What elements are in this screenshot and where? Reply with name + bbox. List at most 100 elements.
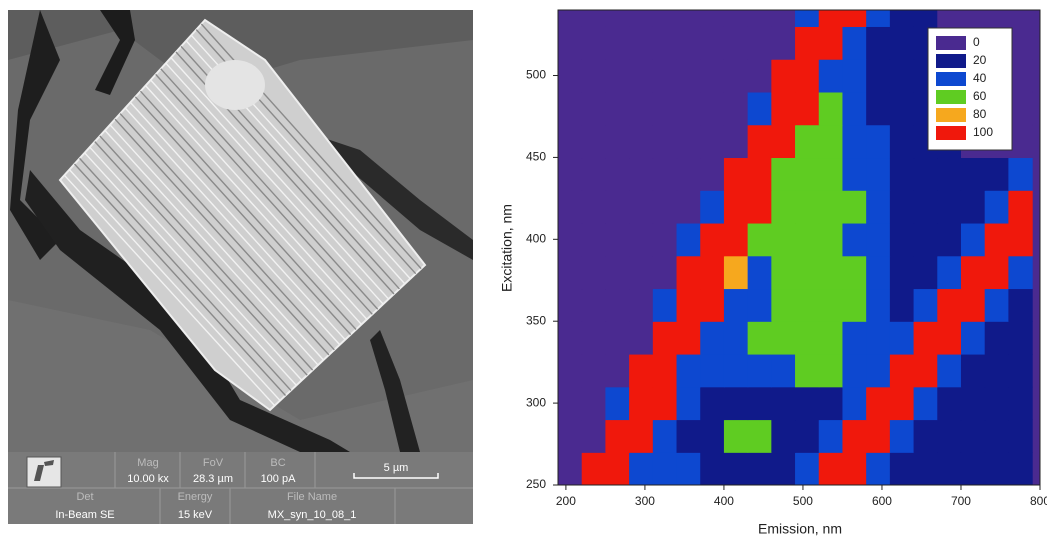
heat-cell xyxy=(818,91,844,126)
heat-cell xyxy=(558,157,583,191)
heat-cell xyxy=(795,26,820,60)
heat-cell xyxy=(629,288,654,322)
heat-cell xyxy=(795,321,820,355)
heat-cell xyxy=(889,353,915,388)
legend-swatch xyxy=(936,72,966,86)
heat-cell xyxy=(889,386,915,421)
heat-cell xyxy=(1008,255,1033,290)
heat-cell xyxy=(771,222,796,257)
heat-cell xyxy=(984,288,1009,322)
heat-cell xyxy=(842,288,867,322)
heat-cell xyxy=(771,190,796,224)
heat-cell xyxy=(723,419,749,453)
heat-cell xyxy=(1008,386,1033,421)
lamella xyxy=(150,79,368,320)
heat-cell xyxy=(652,124,678,159)
heat-cell xyxy=(605,353,630,388)
heat-cell xyxy=(866,10,891,27)
heat-cell xyxy=(984,255,1009,290)
heat-cell xyxy=(676,124,701,159)
heat-cell xyxy=(652,222,678,257)
lamella xyxy=(63,174,276,407)
heat-cell xyxy=(700,157,725,191)
heat-cell xyxy=(581,353,607,388)
heat-cell xyxy=(700,288,725,322)
heat-cell xyxy=(747,124,772,159)
heat-cell xyxy=(700,59,725,93)
legend-swatch xyxy=(936,126,966,140)
heat-cell xyxy=(937,190,962,224)
heat-cell xyxy=(558,10,583,27)
heat-cell xyxy=(795,124,820,159)
heat-cell xyxy=(723,452,749,485)
heat-cell xyxy=(723,26,749,60)
heat-cell xyxy=(700,26,725,60)
heat-cell xyxy=(1008,157,1033,191)
heat-cell xyxy=(652,452,678,485)
heat-cell xyxy=(1008,288,1033,322)
heat-cell xyxy=(842,124,867,159)
heat-cell xyxy=(747,386,772,421)
heat-cell xyxy=(842,419,867,453)
heat-cell xyxy=(984,10,1009,27)
lamella xyxy=(73,163,287,396)
info-label: BC xyxy=(270,457,285,469)
heat-cell xyxy=(723,59,749,93)
heat-cell xyxy=(771,10,796,27)
heat-cell xyxy=(629,452,654,485)
heat-cell xyxy=(700,452,725,485)
info-label: Energy xyxy=(178,491,213,503)
heat-cell xyxy=(629,353,654,388)
heat-cell xyxy=(866,288,891,322)
heat-cell xyxy=(676,386,701,421)
legend: 0 20 40 60 80 100 xyxy=(927,27,1013,151)
info-label: Mag xyxy=(137,457,158,469)
heat-cell xyxy=(652,26,678,60)
heat-cell xyxy=(652,59,678,93)
heat-cell xyxy=(960,353,986,388)
heat-cell xyxy=(889,419,915,453)
heat-cell xyxy=(605,157,630,191)
heat-cell xyxy=(866,157,891,191)
heat-cell xyxy=(795,59,820,93)
heat-cell xyxy=(842,190,867,224)
heat-cell xyxy=(866,91,891,126)
heat-cell xyxy=(558,124,583,159)
heat-cell xyxy=(795,419,820,453)
heat-cell xyxy=(723,10,749,27)
substrate-patch xyxy=(8,300,473,452)
heat-cell xyxy=(747,157,772,191)
heat-cell xyxy=(937,10,962,27)
heat-cell xyxy=(558,91,583,126)
heat-cell xyxy=(723,288,749,322)
heat-cell xyxy=(676,255,701,290)
heat-cell xyxy=(771,124,796,159)
x-tick-label: 200 xyxy=(556,494,576,508)
heat-cell xyxy=(889,255,915,290)
heat-cell xyxy=(652,190,678,224)
heat-cell xyxy=(581,255,607,290)
heat-cell xyxy=(652,288,678,322)
y-tick-label: 300 xyxy=(526,395,546,409)
y-tick-label: 350 xyxy=(526,313,546,327)
heat-cell xyxy=(581,452,607,485)
heat-cell xyxy=(581,124,607,159)
heat-cell xyxy=(866,124,891,159)
heat-cell xyxy=(795,10,820,27)
heat-cell xyxy=(889,26,915,60)
heat-cell xyxy=(723,321,749,355)
info-value: 15 keV xyxy=(178,509,213,521)
heat-cell xyxy=(1008,222,1033,257)
heat-cell xyxy=(818,222,844,257)
lamella xyxy=(89,146,303,381)
heat-cell xyxy=(771,91,796,126)
legend-swatch xyxy=(936,108,966,122)
heat-cell xyxy=(866,222,891,257)
heat-cell xyxy=(984,321,1009,355)
heat-cell xyxy=(581,10,607,27)
lamella xyxy=(94,141,308,376)
heat-cell xyxy=(723,190,749,224)
heat-cell xyxy=(842,321,867,355)
heat-cell xyxy=(795,353,820,388)
